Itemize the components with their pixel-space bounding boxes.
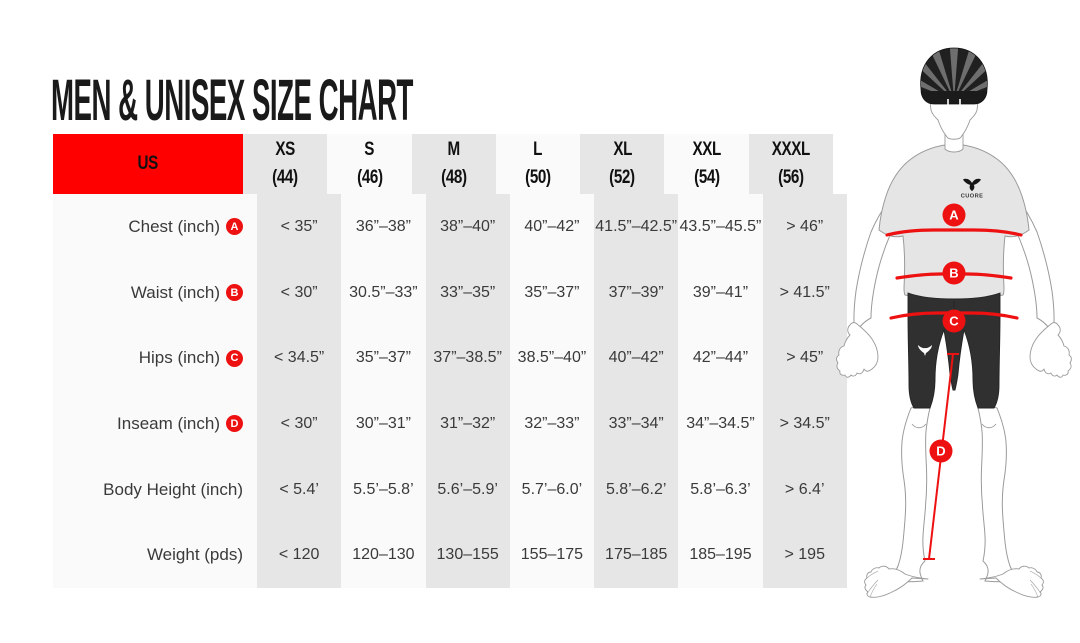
svg-text:D: D	[936, 444, 945, 459]
svg-text:CUORE: CUORE	[961, 194, 984, 200]
svg-text:C: C	[949, 314, 959, 329]
svg-text:A: A	[949, 208, 959, 223]
svg-text:B: B	[949, 266, 958, 281]
